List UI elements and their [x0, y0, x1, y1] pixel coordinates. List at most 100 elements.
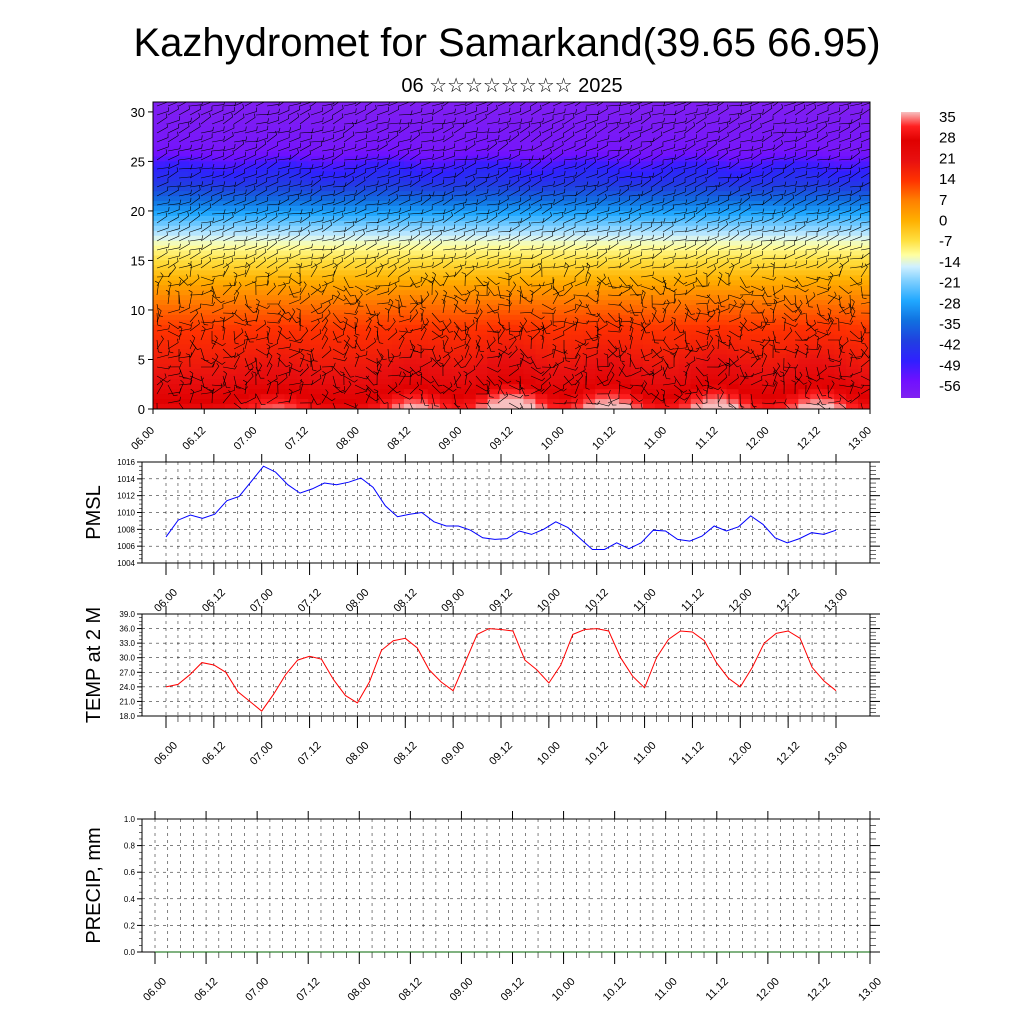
- wind-barb: [277, 168, 290, 179]
- heatmap-cell: [858, 235, 870, 242]
- wind-barb: [442, 335, 449, 350]
- wind-barb: [387, 186, 399, 197]
- heatmap-cell: [392, 344, 405, 351]
- heatmap-cell: [248, 309, 262, 316]
- wind-barb: [343, 221, 355, 233]
- heatmap-cell: [571, 369, 584, 375]
- wind-barb: [464, 248, 476, 260]
- heatmap-cell: [272, 295, 286, 301]
- heatmap-cell: [284, 324, 297, 331]
- heatmap-cell: [619, 364, 632, 370]
- heatmap-cell: [451, 285, 465, 291]
- heatmap-cell: [344, 260, 357, 266]
- heatmap-cell: [786, 359, 799, 366]
- heatmap-cell: [380, 220, 393, 227]
- heatmap-cell: [822, 106, 835, 113]
- wind-barb: [376, 287, 390, 296]
- heatmap-cell: [296, 295, 309, 301]
- heatmap-cell: [284, 111, 297, 118]
- heatmap-cell: [188, 191, 202, 197]
- heatmap-cell: [392, 260, 405, 266]
- wind-barb: [530, 130, 542, 143]
- heatmap-cell: [726, 374, 740, 380]
- wind-barb: [464, 325, 470, 341]
- heatmap-cell: [176, 220, 190, 227]
- heatmap-cell: [702, 260, 716, 266]
- heatmap-cell: [487, 111, 501, 118]
- heatmap-cell: [380, 171, 393, 177]
- wind-barb: [156, 335, 164, 350]
- heatmap-cell: [415, 305, 429, 311]
- heatmap-cell: [176, 265, 190, 271]
- heatmap-cell: [523, 319, 536, 326]
- heatmap-cell: [858, 329, 870, 336]
- heatmap-cell: [248, 384, 262, 390]
- heatmap-cell: [164, 404, 178, 409]
- heatmap-cell: [212, 191, 226, 197]
- wind-barb: [365, 144, 379, 152]
- heatmap-cell: [153, 121, 166, 128]
- heatmap-cell: [619, 111, 632, 118]
- heatmap-cell: [571, 141, 584, 148]
- heatmap-cell: [403, 181, 417, 187]
- heatmap-cell: [499, 161, 513, 167]
- heatmap-cell: [320, 210, 333, 217]
- heatmap-cell: [200, 389, 214, 395]
- heatmap-cell: [188, 285, 202, 291]
- heatmap-cell: [308, 265, 321, 271]
- heatmap-cell: [798, 300, 811, 306]
- wind-barb: [475, 343, 481, 359]
- heatmap-cell: [559, 285, 572, 291]
- heatmap-cell: [332, 156, 345, 163]
- heatmap-cell: [547, 349, 560, 356]
- heatmap-cell: [487, 205, 501, 212]
- heatmap-cell: [236, 230, 250, 237]
- heatmap-cell: [511, 176, 525, 182]
- heatmap-cell: [188, 309, 202, 316]
- heatmap-cell: [846, 151, 859, 158]
- heatmap-cell: [834, 285, 847, 291]
- wind-barb: [453, 264, 463, 278]
- wind-barb: [277, 213, 289, 224]
- heatmap-cell: [858, 319, 870, 326]
- heatmap-cell: [631, 186, 644, 192]
- wind-barb: [167, 362, 182, 368]
- heatmap-cell: [320, 300, 333, 306]
- heatmap-cell: [834, 240, 847, 247]
- wind-barb: [475, 106, 488, 116]
- heatmap-cell: [260, 210, 274, 217]
- heatmap-cell: [666, 126, 680, 133]
- heatmap-cell: [164, 156, 178, 163]
- heatmap-cell: [475, 196, 489, 202]
- heatmap-cell: [619, 151, 632, 158]
- heatmap-cell: [810, 116, 823, 123]
- wind-barb: [486, 379, 491, 395]
- heatmap-cell: [678, 339, 692, 346]
- wind-barb: [409, 223, 422, 233]
- heatmap-cell: [332, 235, 345, 242]
- wind-barb: [233, 328, 244, 341]
- heatmap-cell: [547, 161, 560, 167]
- heatmap-cell: [236, 404, 250, 409]
- wind-barb: [552, 160, 565, 170]
- heatmap-cell: [439, 235, 453, 242]
- heatmap-cell: [607, 329, 620, 336]
- heatmap-cell: [702, 201, 716, 207]
- heatmap-cell: [738, 116, 752, 123]
- heatmap-cell: [403, 245, 417, 252]
- heatmap-cell: [666, 181, 680, 187]
- heatmap-cell: [332, 255, 345, 262]
- heatmap-cell: [248, 319, 262, 326]
- heatmap-cell: [523, 339, 536, 346]
- wind-barb: [233, 204, 245, 215]
- heatmap-cell: [858, 196, 870, 202]
- heatmap-cell: [499, 280, 513, 286]
- heatmap-cell: [212, 121, 226, 128]
- heatmap-cell: [380, 295, 393, 301]
- heatmap-cell: [236, 300, 250, 306]
- heatmap-cell: [571, 260, 584, 266]
- heatmap-cell: [475, 364, 489, 370]
- wind-barb: [420, 116, 433, 125]
- wind-barb: [365, 285, 377, 296]
- heatmap-cell: [368, 324, 381, 331]
